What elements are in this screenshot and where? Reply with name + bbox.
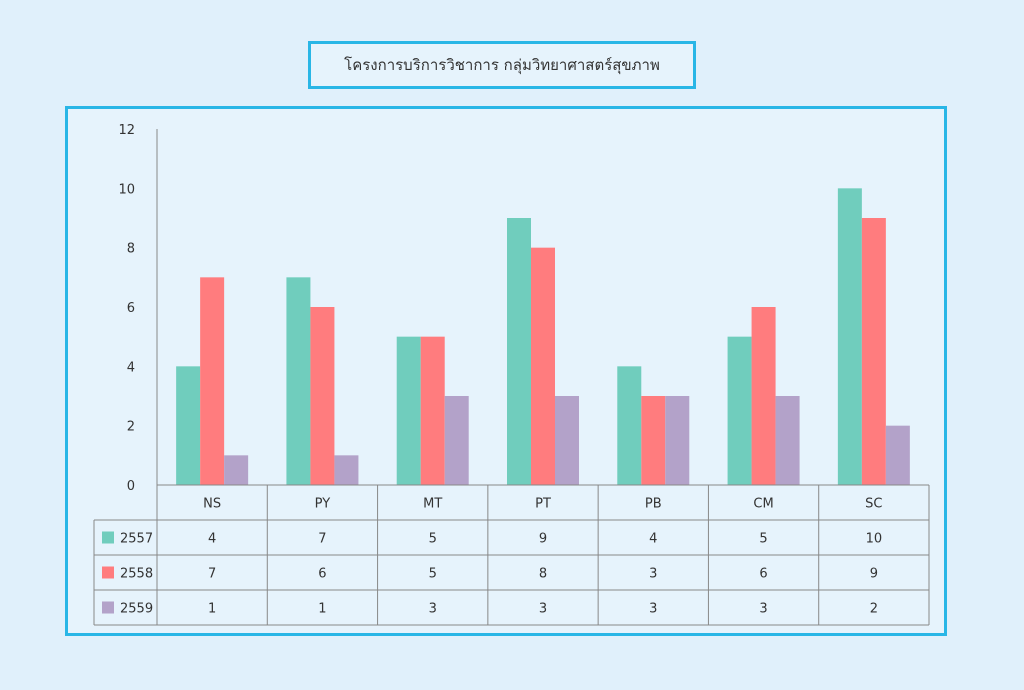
y-tick-label: 6 <box>127 301 135 316</box>
x-category-label: PT <box>535 497 551 512</box>
bar-pb-2558 <box>641 396 666 485</box>
legend-swatch-2557 <box>102 531 114 544</box>
table-cell-value: 6 <box>759 567 767 582</box>
table-cell-value: 4 <box>208 532 216 547</box>
legend-swatch-2558 <box>102 566 114 579</box>
bars <box>176 188 910 486</box>
x-category-label: PY <box>315 497 331 512</box>
table-cell-value: 3 <box>649 567 657 582</box>
bar-cm-2559 <box>775 396 800 485</box>
bar-pb-2557 <box>617 366 642 485</box>
legend-label: 2559 <box>120 602 153 617</box>
table-cell-value: 7 <box>208 567 216 582</box>
x-category-label: CM <box>753 497 773 512</box>
table-cell-value: 5 <box>429 532 437 547</box>
table-cell-value: 9 <box>539 532 547 547</box>
bar-cm-2557 <box>727 336 752 485</box>
legend-swatch-2559 <box>102 601 114 614</box>
bar-sc-2558 <box>861 218 886 485</box>
y-tick-label: 4 <box>127 360 135 375</box>
table-cell-value: 4 <box>649 532 657 547</box>
bar-mt-2559 <box>444 396 469 485</box>
table-cell-value: 3 <box>429 602 437 617</box>
table-cell-value: 3 <box>759 602 767 617</box>
bar-py-2557 <box>286 277 311 485</box>
y-tick-label: 2 <box>127 420 135 435</box>
table-cell-value: 8 <box>539 567 547 582</box>
bar-py-2559 <box>334 455 359 485</box>
x-category-label: SC <box>865 497 882 512</box>
bar-mt-2557 <box>396 336 421 485</box>
y-tick-label: 0 <box>127 479 135 494</box>
bar-sc-2559 <box>885 425 910 485</box>
y-tick-label: 12 <box>118 123 135 138</box>
table-cell-value: 2 <box>870 602 878 617</box>
bar-pt-2559 <box>555 396 579 485</box>
table-cell-value: 1 <box>318 602 326 617</box>
bar-cm-2558 <box>751 307 776 485</box>
bar-mt-2558 <box>420 336 445 485</box>
data-table: NS PY MT PT PB CM SC 2557 4 7 5 9 4 5 10 2558 7 6 5 8 3 6 9 255… <box>93 484 930 626</box>
table-cell-value: 3 <box>539 602 547 617</box>
y-axis: 0 2 4 6 8 10 12 <box>118 123 158 494</box>
legend-label: 2558 <box>120 567 153 582</box>
x-category-label: MT <box>423 497 442 512</box>
bar-ns-2559 <box>224 455 249 485</box>
bar-pt-2558 <box>531 247 555 485</box>
bar-sc-2557 <box>837 188 862 486</box>
table-cell-value: 6 <box>318 567 326 582</box>
chart-title: โครงการบริการวิชาการ กลุ่มวิทยาศาสตร์สุข… <box>344 56 660 74</box>
bar-py-2558 <box>310 307 335 485</box>
table-cell-value: 5 <box>429 567 437 582</box>
legend-label: 2557 <box>120 532 153 547</box>
table-cell-value: 9 <box>870 567 878 582</box>
table-cell-value: 3 <box>649 602 657 617</box>
table-cell-value: 10 <box>866 532 883 547</box>
chart-title-box: โครงการบริการวิชาการ กลุ่มวิทยาศาสตร์สุข… <box>308 41 696 89</box>
table-cell-value: 1 <box>208 602 216 617</box>
y-tick-label: 8 <box>127 242 135 257</box>
table-cell-value: 7 <box>318 532 326 547</box>
x-category-label: NS <box>203 497 221 512</box>
bar-pt-2557 <box>507 218 531 485</box>
bar-pb-2559 <box>665 396 690 485</box>
table-cell-value: 5 <box>759 532 767 547</box>
y-tick-label: 10 <box>118 182 135 197</box>
bar-ns-2558 <box>200 277 225 485</box>
x-category-label: PB <box>645 497 662 512</box>
bar-ns-2557 <box>176 366 201 485</box>
